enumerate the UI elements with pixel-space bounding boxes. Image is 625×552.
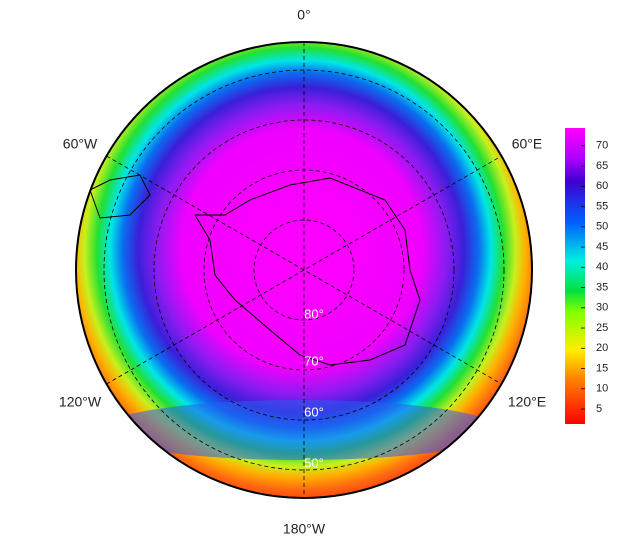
longitude-label: 180°W	[283, 521, 326, 537]
south-america-outline	[89, 174, 151, 219]
field-band	[100, 400, 500, 460]
longitude-label: 60°E	[512, 136, 543, 152]
colorbar-tick-label: 45	[596, 241, 608, 253]
longitude-label: 0°	[297, 7, 310, 23]
antarctica-outline	[194, 177, 421, 366]
longitude-label: 120°W	[59, 394, 102, 410]
colorbar-tick-label: 5	[596, 403, 602, 415]
latitude-label: 50°	[304, 455, 324, 470]
colorbar-tick-label: 20	[596, 342, 608, 354]
longitude-label: 60°W	[63, 136, 98, 152]
latitude-label: 70°	[304, 353, 324, 368]
colorbar-tick-label: 55	[596, 200, 608, 212]
longitude-label: 120°E	[508, 394, 546, 410]
colorbar-tick-label: 40	[596, 261, 608, 273]
colorbar-tick-label: 15	[596, 362, 608, 374]
colorbar-tick-label: 50	[596, 221, 608, 233]
latitude-label: 80°	[304, 306, 324, 321]
map-border	[75, 41, 533, 499]
colorbar-tick-label: 25	[596, 322, 608, 334]
latitude-label: 60°	[304, 404, 324, 419]
colorbar-tick-label: 70	[596, 140, 608, 152]
graticule	[103, 42, 505, 498]
colorbar-tick-label: 10	[596, 383, 608, 395]
colorbar-tick-label: 35	[596, 281, 608, 293]
colorbar	[565, 128, 585, 424]
colorbar-tick-label: 60	[596, 180, 608, 192]
colorbar-tick-label: 65	[596, 160, 608, 172]
colorbar-tick-label: 30	[596, 302, 608, 314]
